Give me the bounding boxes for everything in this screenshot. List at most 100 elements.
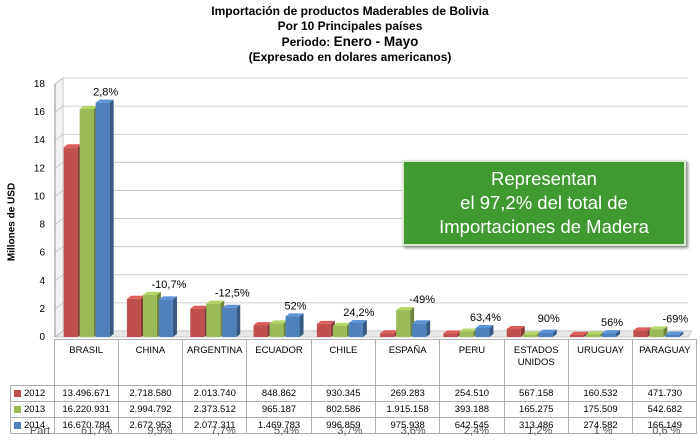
grid-line-diag — [54, 133, 64, 141]
bar-top — [206, 300, 225, 304]
plot-side-wall — [54, 77, 64, 338]
table-cell: 802.586 — [310, 401, 376, 418]
table-cell: 2.994.792 — [117, 401, 184, 418]
bar-2014-8 — [602, 333, 617, 337]
bar-top — [348, 319, 367, 323]
bar-top — [190, 305, 209, 309]
x-tick-label: BRASIL — [53, 339, 119, 386]
x-tick-label: ECUADOR — [246, 339, 312, 386]
data-table: BRASIL CHINA ARGENTINA ECUADOR CHILE ESPAÑA PE… — [10, 339, 698, 434]
table-cell: 165.275 — [503, 401, 569, 418]
bar-2014-2 — [222, 307, 237, 337]
change-label: -69% — [663, 313, 689, 325]
bar-side — [679, 331, 684, 337]
summary-callout: Representan el 97,2% del total de Import… — [402, 160, 686, 246]
bar-2012-1 — [126, 298, 141, 337]
legend-entry: 2012 — [10, 385, 55, 402]
table-cell: 166.149 — [632, 417, 698, 434]
bar-2013-3 — [269, 323, 284, 337]
bar-2014-3 — [285, 316, 300, 337]
bar-side — [552, 329, 557, 337]
y-tick-label: 0 — [39, 332, 45, 343]
chart-period: Periodo: Enero - Mayo — [0, 34, 700, 50]
bar-side — [362, 319, 367, 337]
change-label: 2,8% — [93, 87, 118, 99]
bar-top — [285, 313, 304, 317]
bar-side — [109, 99, 114, 338]
x-tick-label: PARAGUAY — [632, 339, 698, 386]
callout-line-2: el 97,2% del total de — [460, 192, 628, 213]
participation-value: 1 % — [593, 425, 613, 437]
table-cell: 16.220.931 — [53, 401, 119, 418]
table-cell: 175.509 — [567, 401, 634, 418]
bar-top — [142, 291, 161, 295]
table-cell: 1.469.783 — [246, 417, 312, 434]
bar-top — [649, 326, 668, 330]
bar-2014-6 — [475, 327, 490, 337]
callout-line-3: Importaciones de Madera — [439, 216, 649, 237]
participation-value: 5,4% — [274, 425, 300, 437]
bar-2014-7 — [538, 332, 553, 337]
bar-2012-0 — [63, 147, 78, 337]
legend-swatch — [14, 389, 21, 397]
table-cell: 965.187 — [246, 401, 312, 418]
participation-value: 1,2% — [527, 425, 553, 437]
bar-top — [602, 330, 621, 334]
bar-top — [269, 320, 288, 324]
x-tick-label: CHILE — [310, 339, 376, 386]
bar-side — [426, 320, 431, 337]
legend-label: 2014 — [24, 420, 46, 431]
table-cell: 996.859 — [310, 417, 376, 434]
y-tick-label: 10 — [34, 191, 46, 202]
bar-2014-1 — [158, 299, 173, 337]
y-tick-label: 18 — [34, 79, 46, 90]
bar-top — [665, 331, 684, 335]
bar-side — [584, 331, 589, 337]
table-row: 2014 16.670.784 2.672.953 2.077.311 1.469.78… — [10, 417, 698, 434]
table-cell: 567.158 — [503, 385, 569, 402]
grid-line-diag — [54, 246, 64, 253]
chart-title-block: Importación de productos Maderables de B… — [0, 4, 700, 65]
change-label: 63,4% — [470, 312, 501, 324]
bar-top — [222, 304, 241, 308]
table-row: 2013 16.220.931 2.994.792 2.373.512 965.187 8… — [10, 401, 698, 418]
x-tick-label: ESPAÑA — [374, 339, 441, 386]
y-tick-label: 2 — [39, 304, 45, 315]
bar-top — [158, 296, 177, 300]
participation-row: Part 61,7% 9,9% 7,7% 5,4% 3,7% 3,6% 2,4% 1,2% 1 %… — [0, 425, 700, 441]
table-cell: 542.682 — [632, 401, 698, 418]
legend-label: 2013 — [24, 404, 46, 415]
bar-2013-7 — [522, 334, 537, 337]
bar-2012-2 — [190, 308, 205, 337]
period-value: Enero - Mayo — [333, 34, 419, 49]
bar-top — [63, 144, 82, 148]
change-label: 90% — [538, 313, 560, 325]
change-label: -10,7% — [152, 279, 187, 291]
bar-2013-0 — [79, 109, 94, 338]
grid-line-diag — [54, 190, 64, 197]
bar-top — [380, 330, 399, 334]
bar-2014-5 — [412, 323, 427, 337]
bar-2013-5 — [396, 310, 411, 337]
table-cell: 13.496.671 — [53, 385, 119, 402]
bar-side — [299, 313, 304, 337]
x-tick-label: URUGUAY — [567, 339, 634, 386]
table-category-row: BRASIL CHINA ARGENTINA ECUADOR CHILE ESPAÑA PE… — [11, 339, 698, 386]
table-cell: 16.670.784 — [53, 417, 119, 434]
chart-title: Importación de productos Maderables de B… — [211, 4, 489, 18]
table-cell: 471.730 — [632, 385, 698, 402]
grid-line-diag — [54, 274, 64, 282]
bar-top — [633, 327, 652, 331]
x-tick-label: PERU — [439, 339, 505, 386]
x-tick-label: CHINA — [117, 339, 184, 386]
bar-2013-4 — [332, 325, 347, 337]
bar-top — [506, 326, 525, 330]
grid-line-diag — [54, 77, 64, 85]
table-cell: 269.283 — [374, 385, 441, 402]
y-tick-label: 16 — [34, 107, 46, 118]
bar-top — [538, 329, 557, 333]
y-tick-label: 14 — [34, 135, 46, 146]
bar-2012-5 — [380, 333, 395, 337]
bar-2013-1 — [142, 294, 157, 337]
legend-swatch — [14, 421, 21, 429]
